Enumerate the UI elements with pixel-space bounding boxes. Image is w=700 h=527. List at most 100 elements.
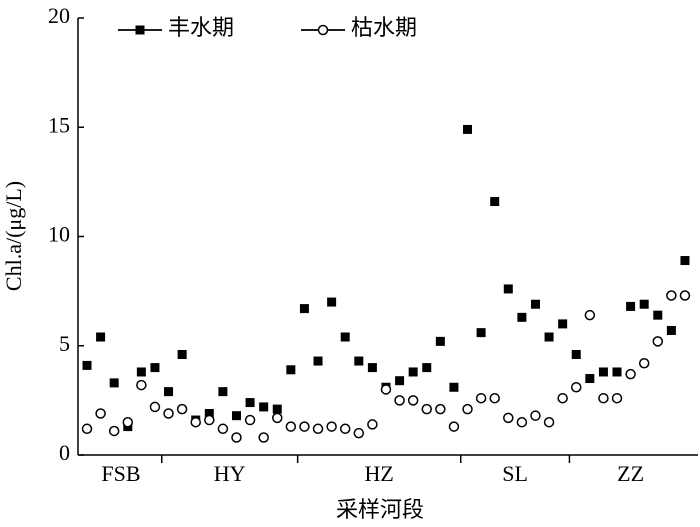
marker [475,392,487,404]
x-group-label: HZ [365,461,394,486]
marker [584,309,596,321]
x-axis-label: 采样河段 [336,497,424,522]
marker [122,416,134,428]
x-group-label: SL [502,461,528,486]
marker [204,408,214,418]
marker [638,357,650,369]
marker [150,363,160,373]
marker [543,416,555,428]
marker [557,392,568,404]
marker [449,382,459,392]
marker [272,412,283,424]
marker [258,432,269,443]
y-tick-label: 20 [48,3,70,28]
marker [163,408,174,419]
marker [367,419,378,430]
marker [680,256,690,266]
marker [380,384,392,395]
marker [353,427,365,439]
marker [571,349,581,359]
marker [625,368,636,380]
marker [190,416,201,428]
legend-label: 丰水期 [168,15,234,40]
marker [299,421,310,432]
marker [517,312,527,322]
marker [81,423,93,435]
marker [367,363,377,373]
marker [652,336,664,347]
marker [462,403,473,415]
marker [530,410,541,421]
marker [136,379,147,391]
marker [285,421,297,432]
marker [421,403,432,415]
marker [108,425,120,437]
marker [476,328,486,338]
marker [136,367,146,377]
x-group-label: ZZ [617,461,644,486]
marker [95,408,106,419]
marker [177,349,187,359]
y-axis-label: Chl.a/(μg/L) [1,181,26,291]
marker [626,301,636,311]
legend-label: 枯水期 [351,15,417,40]
marker [490,197,500,207]
marker [598,392,609,404]
marker [109,378,119,388]
marker [463,124,473,134]
x-group-label: FSB [101,461,140,486]
marker [176,403,188,415]
marker [489,392,500,404]
y-tick-label: 5 [59,331,70,356]
marker [503,284,513,294]
marker [231,432,242,443]
marker [612,367,622,377]
marker [395,376,405,386]
marker [164,387,174,397]
marker [653,310,663,320]
marker [503,412,514,424]
marker [585,374,595,384]
marker [354,356,364,366]
marker [96,332,106,342]
marker [217,423,229,435]
marker [422,363,432,373]
marker [149,401,161,413]
marker [679,290,691,301]
marker [407,395,419,406]
marker [299,304,309,314]
marker [611,392,623,404]
marker [666,325,676,335]
marker [312,423,324,435]
marker [340,332,350,342]
marker [259,402,269,412]
marker [204,414,215,426]
marker [639,299,649,309]
marker [327,297,337,307]
marker [666,290,677,301]
marker [313,356,323,366]
marker [231,411,241,421]
marker [82,360,92,370]
legend-marker [317,24,329,36]
marker [516,416,528,428]
legend-marker [135,25,145,35]
marker [394,395,405,406]
marker [598,367,608,377]
marker [326,421,337,432]
marker [408,367,418,377]
marker [435,336,445,346]
marker [244,414,256,426]
marker [544,332,554,342]
marker [245,398,255,408]
marker [558,319,568,329]
marker [448,421,460,432]
marker [286,365,296,375]
marker [339,423,351,435]
y-tick-label: 0 [59,440,70,465]
y-tick-label: 10 [48,222,70,247]
x-group-label: HY [214,461,246,486]
marker [272,404,282,414]
y-tick-label: 15 [48,112,70,137]
